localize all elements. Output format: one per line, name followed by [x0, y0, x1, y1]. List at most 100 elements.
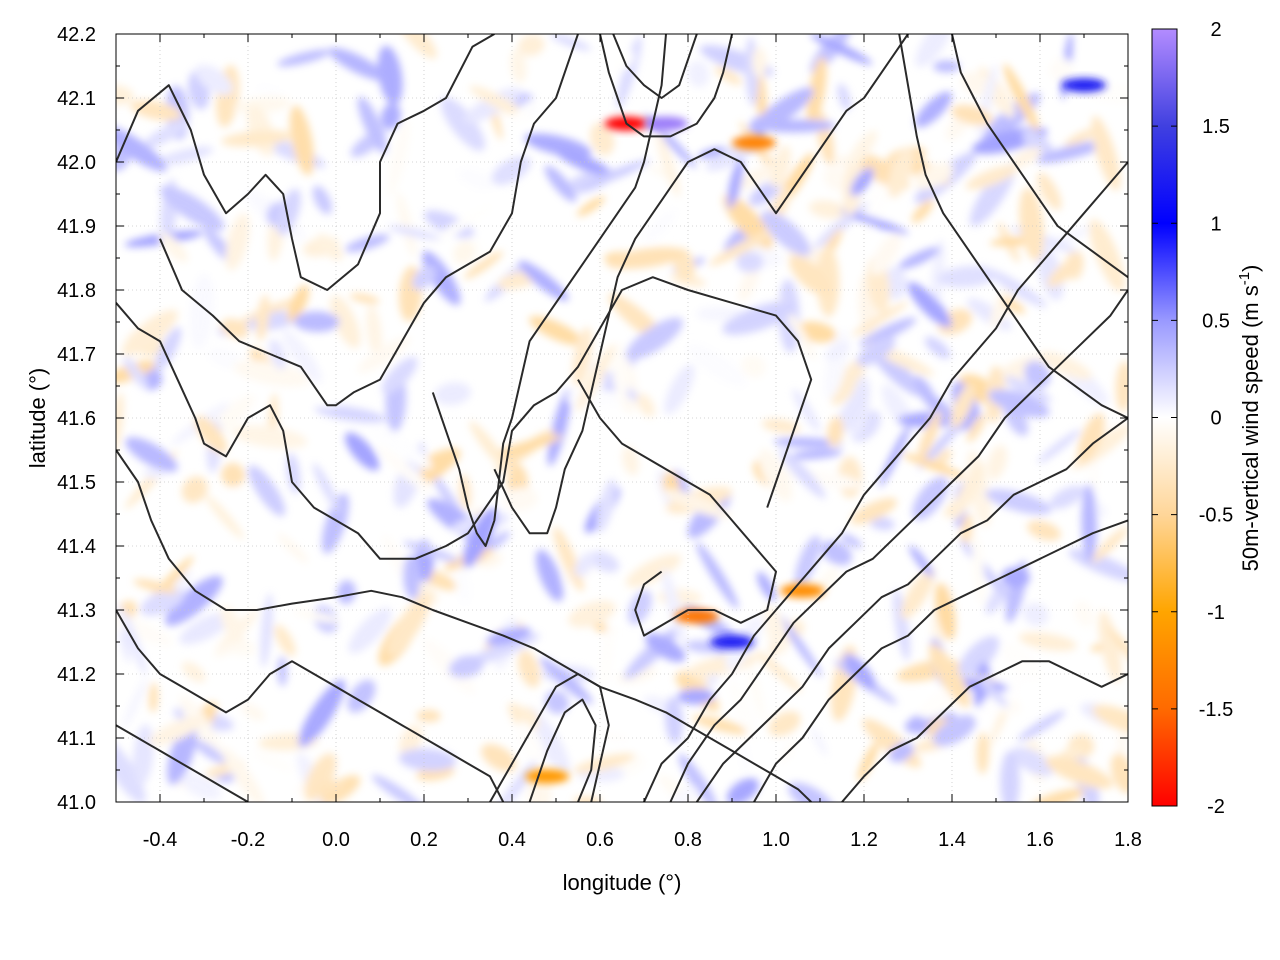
wind-cell — [788, 255, 831, 296]
wind-cell — [625, 554, 682, 588]
wind-cell — [831, 358, 866, 406]
x-tick-label: 0.8 — [674, 829, 702, 851]
wind-cell — [221, 462, 246, 488]
colorbar-tick-label: -0.5 — [1199, 505, 1233, 527]
wind-cell — [568, 600, 616, 628]
x-tick-label: 1.8 — [1114, 829, 1142, 851]
colorbar-ticks: 2 1.5 1 0.5 0 -0.5 -1 -1.5 -2 — [1152, 19, 1233, 818]
wind-cell — [976, 732, 990, 775]
terrain-contour — [116, 276, 813, 560]
wind-cell — [412, 265, 436, 290]
x-tick-label: 1.2 — [850, 829, 878, 851]
wind-cell — [371, 774, 425, 802]
wind-cell — [337, 580, 356, 605]
wind-cell — [636, 393, 655, 417]
wind-cell — [664, 364, 695, 415]
wind-cell — [516, 721, 546, 764]
wind-cell — [503, 487, 539, 511]
wind-cell — [1038, 351, 1093, 380]
wind-cell — [1023, 602, 1049, 626]
wind-cell — [179, 611, 233, 645]
wind-cell — [321, 493, 349, 554]
wind-cell — [220, 318, 249, 339]
wind-cell — [606, 247, 686, 270]
wind-cell — [918, 417, 966, 470]
wind-cell — [914, 162, 954, 190]
wind-cell — [810, 34, 873, 65]
wind-feature — [732, 135, 776, 150]
wind-cell — [518, 34, 545, 56]
wind-cell — [738, 264, 760, 303]
wind-cell — [573, 753, 635, 774]
wind-cell — [434, 382, 471, 406]
wind-cell — [387, 120, 410, 197]
terrain-contour — [431, 34, 667, 547]
terrain-contour — [116, 449, 812, 802]
wind-cell — [1002, 297, 1026, 314]
wind-cell — [577, 196, 606, 217]
wind-cell — [1019, 187, 1045, 261]
wind-cell — [928, 643, 971, 708]
wind-cell — [304, 753, 337, 801]
wind-cell — [366, 304, 383, 358]
colorbar-label-suffix: ) — [1238, 265, 1263, 272]
wind-cell — [825, 341, 851, 361]
wind-cell — [655, 130, 681, 198]
wind-cell — [547, 389, 571, 467]
y-tick-label: 41.0 — [57, 792, 96, 814]
colorbar-tick-label: 1.5 — [1202, 116, 1230, 138]
wind-cell — [221, 747, 265, 802]
x-tick-label: 0.6 — [586, 829, 614, 851]
wind-cell — [221, 130, 293, 147]
wind-cell — [951, 104, 993, 126]
terrain-contour — [841, 660, 1128, 802]
wind-cell — [1037, 172, 1062, 210]
wind-cell — [165, 575, 223, 626]
terrain-contour — [493, 34, 909, 535]
wind-cell — [898, 247, 941, 269]
wind-cell — [1018, 632, 1077, 651]
wind-cell — [181, 661, 206, 683]
wind-cell — [376, 445, 433, 494]
terrain-contour — [898, 34, 1128, 419]
wind-cell — [292, 609, 341, 623]
wind-cell — [729, 678, 757, 742]
wind-cell — [181, 476, 208, 503]
x-tick-label: -0.4 — [143, 829, 177, 851]
wind-cell — [1000, 750, 1020, 802]
wind-cell — [544, 165, 577, 202]
wind-cell — [692, 715, 749, 735]
y-axis-label: latitude (°) — [25, 368, 50, 469]
wind-cell — [915, 34, 953, 68]
wind-cell — [123, 356, 148, 390]
terrain-contour — [116, 609, 505, 802]
wind-cell — [1091, 115, 1121, 191]
wind-cell — [696, 542, 739, 609]
wind-cell — [662, 568, 686, 645]
wind-cell — [665, 696, 683, 744]
wind-cell — [572, 327, 593, 387]
wind-cell — [1010, 147, 1042, 168]
y-tick-label: 41.1 — [57, 728, 96, 750]
wind-cell — [1090, 526, 1128, 563]
terrain-contour — [753, 519, 1128, 802]
wind-cell — [140, 588, 185, 616]
wind-cell — [524, 133, 592, 158]
terrain-contour — [643, 161, 1128, 802]
wind-cell — [986, 268, 1047, 308]
wind-cell — [857, 741, 879, 782]
wind-cell — [888, 742, 914, 763]
contour-layer — [116, 34, 1128, 802]
wind-cell — [1003, 63, 1040, 132]
wind-cell — [924, 336, 951, 359]
wind-cell — [316, 234, 344, 261]
wind-cell — [256, 294, 270, 341]
wind-feature — [780, 583, 825, 598]
wind-cell — [770, 145, 792, 188]
wind-cell — [204, 494, 244, 539]
wind-cell — [357, 336, 411, 373]
wind-cell — [758, 448, 793, 502]
wind-cell — [752, 47, 767, 78]
colorbar-tick-label: -1.5 — [1199, 699, 1233, 721]
wind-cell — [843, 653, 876, 690]
